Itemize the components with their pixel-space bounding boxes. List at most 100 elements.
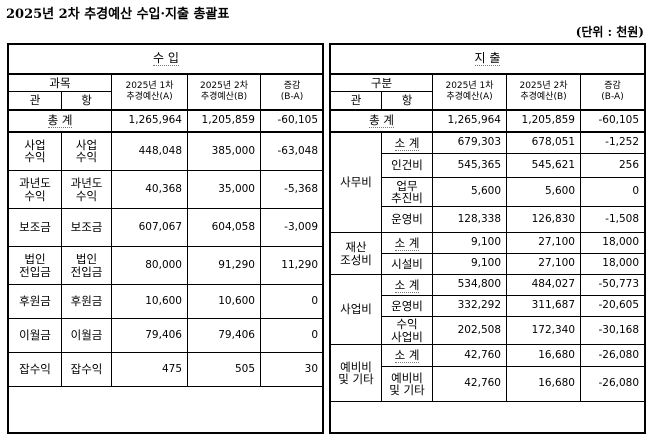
- expense-amount-a: 332,292: [432, 295, 507, 317]
- expense-subtotal-label: 소 계: [381, 232, 433, 254]
- expense-total-diff: -60,105: [579, 108, 646, 133]
- expense-subtotal-label: 소 계: [381, 274, 433, 296]
- expense-amount-b: 126,830: [506, 206, 581, 233]
- expense-hang-cell: 수익 사업비: [381, 316, 433, 345]
- income-total-b: 1,205,859: [187, 108, 261, 133]
- expense-amount-diff: -50,773: [579, 274, 646, 296]
- expense-total-label: 총 계: [330, 108, 433, 133]
- expense-hang-cell: 운영비: [381, 206, 433, 233]
- income-gwan-cell: 과년도 수익: [8, 170, 62, 209]
- income-amount-b: 35,000: [187, 170, 261, 209]
- unit-label: (단위 : 천원): [575, 25, 644, 39]
- expense-amount-diff: -20,605: [579, 295, 646, 317]
- expense-amount-diff: -1,252: [579, 131, 646, 154]
- expense-row: 재산 조성비 소 계 9,100 27,100 18,000: [330, 232, 646, 275]
- income-row: 법인 전입금 법인 전입금 80,000 91,290 11,290: [8, 246, 325, 285]
- expense-amount-b: 16,680: [506, 344, 581, 367]
- income-total-label: 총 계: [8, 108, 112, 133]
- income-amount-b: 10,600: [187, 284, 261, 319]
- expense-hang-header: 항: [381, 91, 433, 110]
- income-amount-diff: -5,368: [259, 170, 325, 209]
- income-table: 수 입 과목 2025년 1차 추경예산(A) 2025년 2차 추경예산(B) 증…: [7, 44, 325, 387]
- expense-row: 인건비 545,365 545,621 256: [331, 153, 646, 178]
- income-hang-cell: 후원금: [61, 284, 112, 319]
- expense-hang-cell: 시설비: [381, 253, 433, 275]
- expense-row: 예비비 및 기타 42,760 16,680 -26,080: [331, 366, 646, 402]
- income-amount-a: 80,000: [111, 246, 188, 285]
- income-row: 보조금 보조금 607,067 604,058 -3,009: [8, 208, 325, 247]
- expense-hang-cell: 예비비 및 기타: [381, 366, 433, 402]
- expense-amount-diff: 18,000: [579, 232, 646, 254]
- income-amount-diff: 0: [259, 318, 325, 353]
- expense-amount-b: 5,600: [506, 177, 581, 207]
- expense-gwan-cell: 예비비 및 기타: [330, 344, 382, 402]
- expense-amount-a: 42,760: [432, 344, 507, 367]
- expense-amount-a: 42,760: [432, 366, 507, 402]
- income-header: 수 입: [7, 44, 325, 75]
- expense-row: 수익 사업비 202,508 172,340 -30,168: [331, 316, 646, 345]
- expense-header: 지 출: [329, 44, 646, 75]
- expense-amount-a: 9,100: [432, 253, 507, 275]
- expense-amount-diff: 256: [579, 153, 646, 178]
- income-amount-a: 475: [111, 352, 188, 387]
- expense-amount-b: 678,051: [506, 131, 581, 154]
- income-amount-diff: 11,290: [259, 246, 325, 285]
- expense-hang-cell: 인건비: [381, 153, 433, 178]
- expense-row: 예비비 및 기타 소 계 42,760 16,680 -26,080: [330, 344, 646, 402]
- expense-row: 시설비 9,100 27,100 18,000: [331, 253, 646, 275]
- income-hang-cell: 과년도 수익: [61, 170, 112, 209]
- income-amount-a: 79,406: [111, 318, 188, 353]
- expense-col-diff: 증감 (B-A): [579, 73, 646, 110]
- expense-amount-diff: -1,508: [579, 206, 646, 233]
- income-amount-diff: 30: [259, 352, 325, 387]
- expense-table: 지 출 구분 2025년 1차 추경예산(A) 2025년 2차 추경예산(B) 증…: [329, 44, 646, 402]
- income-subject-header: 과목: [8, 73, 112, 92]
- expense-subtotal-label: 소 계: [381, 344, 433, 367]
- income-col-diff: 증감 (B-A): [259, 73, 325, 110]
- income-row: 이월금 이월금 79,406 79,406 0: [8, 318, 325, 353]
- expense-amount-b: 484,027: [506, 274, 581, 296]
- income-row: 과년도 수익 과년도 수익 40,368 35,000 -5,368: [8, 170, 325, 209]
- expense-hang-cell: 운영비: [381, 295, 433, 317]
- expense-gwan-cell: 사무비: [330, 131, 382, 233]
- income-gwan-cell: 잡수익: [8, 352, 62, 387]
- income-amount-b: 91,290: [187, 246, 261, 285]
- expense-amount-b: 16,680: [506, 366, 581, 402]
- expense-amount-a: 534,800: [432, 274, 507, 296]
- expense-amount-a: 9,100: [432, 232, 507, 254]
- expense-subtotal-label: 소 계: [381, 131, 433, 154]
- income-hang-cell: 법인 전입금: [61, 246, 112, 285]
- expense-hang-cell: 업무 추진비: [381, 177, 433, 207]
- page-title: 2025년 2차 추경예산 수입·지출 총괄표: [6, 7, 230, 22]
- expense-subject-header: 구분: [330, 73, 433, 92]
- income-total-a: 1,265,964: [111, 108, 188, 133]
- income-hang-cell: 잡수익: [61, 352, 112, 387]
- income-hang-cell: 보조금: [61, 208, 112, 247]
- income-hang-cell: 이월금: [61, 318, 112, 353]
- income-row: 잡수익 잡수익 475 505 30: [8, 352, 325, 387]
- expense-col-1st: 2025년 1차 추경예산(A): [432, 73, 507, 110]
- income-row: 후원금 후원금 10,600 10,600 0: [8, 284, 325, 319]
- expense-amount-a: 5,600: [432, 177, 507, 207]
- expense-col-2nd: 2025년 2차 추경예산(B): [506, 73, 581, 110]
- expense-total-b: 1,205,859: [506, 108, 581, 133]
- expense-amount-diff: -26,080: [579, 344, 646, 367]
- income-amount-b: 604,058: [187, 208, 261, 247]
- income-amount-a: 448,048: [111, 131, 188, 171]
- income-amount-b: 505: [187, 352, 261, 387]
- income-gwan-cell: 이월금: [8, 318, 62, 353]
- income-amount-a: 40,368: [111, 170, 188, 209]
- income-total-diff: -60,105: [259, 108, 325, 133]
- income-col-2nd: 2025년 2차 추경예산(B): [187, 73, 261, 110]
- expense-gwan-cell: 재산 조성비: [330, 232, 382, 275]
- income-amount-diff: -63,048: [259, 131, 325, 171]
- expense-gwan-cell: 사업비: [330, 274, 382, 345]
- expense-amount-b: 27,100: [506, 232, 581, 254]
- expense-amount-b: 27,100: [506, 253, 581, 275]
- expense-amount-diff: 18,000: [579, 253, 646, 275]
- expense-amount-a: 202,508: [432, 316, 507, 345]
- expense-amount-b: 311,687: [506, 295, 581, 317]
- income-row: 사업 수익 사업 수익 448,048 385,000 -63,048: [8, 131, 325, 171]
- income-amount-diff: -3,009: [259, 208, 325, 247]
- expense-amount-b: 545,621: [506, 153, 581, 178]
